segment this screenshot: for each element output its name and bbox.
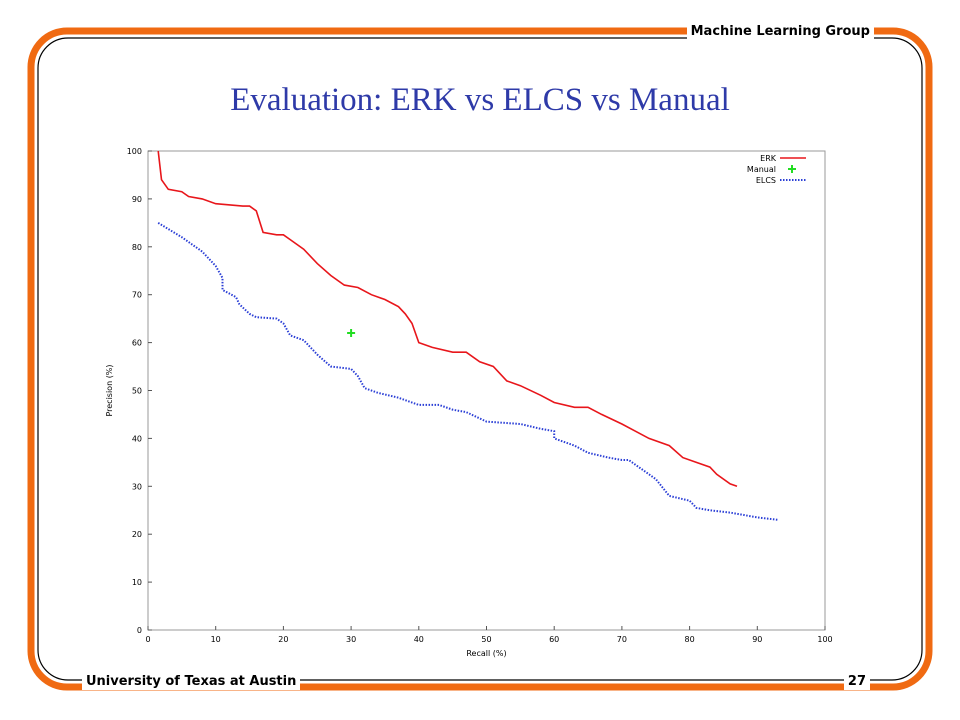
- y-tick-label: 60: [132, 339, 142, 348]
- legend-label: ELCS: [756, 176, 776, 185]
- y-tick-label: 20: [132, 530, 142, 539]
- y-tick-label: 50: [132, 387, 142, 396]
- x-tick-label: 80: [685, 635, 695, 644]
- frame-inner: [37, 37, 923, 681]
- x-tick-label: 40: [414, 635, 424, 644]
- x-tick-label: 0: [145, 635, 150, 644]
- y-tick-label: 90: [132, 195, 142, 204]
- x-tick-label: 100: [817, 635, 832, 644]
- point: [347, 329, 356, 338]
- x-tick-label: 90: [752, 635, 762, 644]
- x-tick-label: 20: [278, 635, 288, 644]
- group-label: Machine Learning Group: [686, 24, 874, 40]
- x-axis-label: Recall (%): [466, 649, 506, 658]
- point: [788, 165, 796, 173]
- y-tick-label: 40: [132, 434, 142, 443]
- x-tick-label: 30: [346, 635, 356, 644]
- y-tick-label: 0: [137, 626, 142, 635]
- y-tick-label: 30: [132, 482, 142, 491]
- y-axis-label: Precision (%): [105, 364, 114, 416]
- x-tick-label: 10: [211, 635, 221, 644]
- series-line: [157, 150, 738, 488]
- y-tick-label: 70: [132, 291, 142, 300]
- y-tick-label: 10: [132, 578, 142, 587]
- x-tick-label: 70: [617, 635, 627, 644]
- series-line: [157, 222, 778, 521]
- y-tick-label: 80: [132, 243, 142, 252]
- x-tick-label: 50: [481, 635, 491, 644]
- institution-label: University of Texas at Austin: [82, 674, 301, 690]
- page-number: 27: [843, 674, 870, 690]
- x-tick-label: 60: [549, 635, 559, 644]
- legend-label: ERK: [760, 154, 777, 163]
- plot-frame: [147, 150, 826, 631]
- legend-label: Manual: [747, 165, 776, 174]
- frame-outer: [27, 27, 933, 691]
- y-tick-label: 100: [127, 147, 142, 156]
- slide-title: Evaluation: ERK vs ELCS vs Manual: [230, 82, 730, 118]
